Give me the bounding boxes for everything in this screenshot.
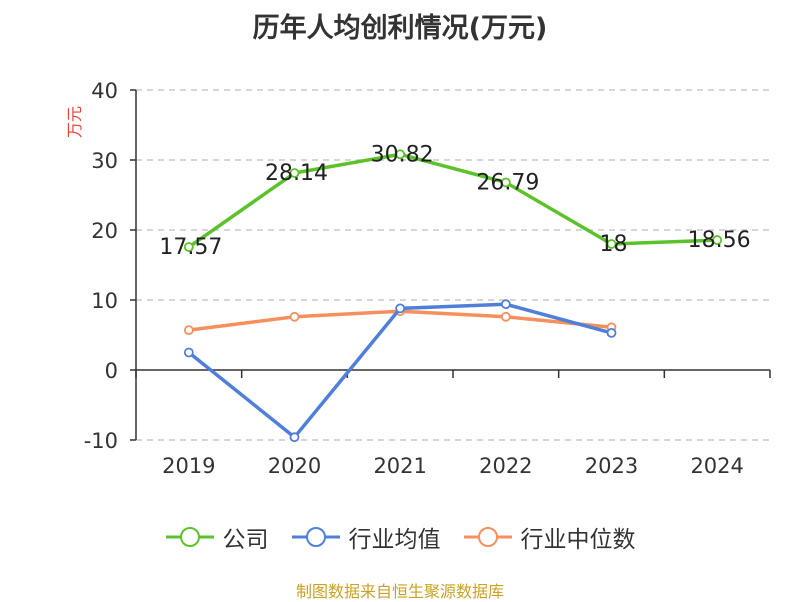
x-tick-label: 2019 [162, 454, 215, 478]
data-label: 30.82 [371, 142, 434, 167]
data-label: 18.56 [688, 228, 751, 253]
y-tick-label: 20 [91, 219, 118, 243]
series-lines [183, 149, 723, 443]
data-point[interactable] [289, 432, 300, 443]
legend-swatch [463, 527, 512, 547]
legend-swatch [291, 527, 340, 547]
y-tick-label: 40 [91, 79, 118, 103]
legend-label: 行业中位数 [520, 527, 636, 553]
data-label: 28.14 [265, 161, 328, 186]
data-point[interactable] [395, 303, 406, 314]
chart-title: 历年人均创利情况(万元) [252, 13, 548, 44]
series-line [187, 152, 718, 249]
legend-item[interactable]: 行业均值 [291, 520, 441, 554]
y-axis-unit-label: 万元 [65, 106, 84, 138]
y-tick-label: -10 [84, 429, 118, 453]
data-point[interactable] [500, 311, 511, 322]
data-point[interactable] [183, 242, 194, 252]
data-point[interactable] [606, 327, 617, 338]
data-point[interactable] [712, 235, 723, 245]
data-point[interactable] [606, 239, 617, 249]
data-label: 26.79 [476, 170, 539, 195]
data-label: 17.57 [159, 235, 222, 260]
data-labels: 17.57 28.14 30.82 26.79 18 18.56 [159, 142, 750, 260]
data-point[interactable] [183, 325, 194, 336]
y-tick-label: 30 [91, 149, 118, 173]
data-point[interactable] [395, 149, 406, 160]
y-tick-label: 0 [105, 359, 118, 383]
x-tick-label: 2024 [690, 454, 743, 478]
legend-item[interactable]: 行业中位数 [463, 520, 636, 554]
axes: -10 0 10 20 30 40 2019 2020 2021 2022 2023 2024 [84, 79, 771, 478]
data-point[interactable] [500, 177, 511, 188]
legend-label: 公司 [222, 527, 269, 553]
source-note: 制图数据来自恒生聚源数据库 [295, 582, 504, 601]
data-point[interactable] [500, 299, 511, 310]
grid-lines [136, 89, 770, 441]
data-point[interactable] [289, 168, 300, 178]
x-tick-label: 2022 [479, 454, 532, 478]
data-point[interactable] [183, 347, 194, 358]
legend-label: 行业均值 [348, 527, 441, 553]
legend-swatch [165, 527, 214, 547]
data-label: 18 [600, 232, 628, 257]
x-tick-label: 2020 [268, 454, 321, 478]
legend-item[interactable]: 公司 [165, 520, 269, 554]
data-point[interactable] [289, 311, 300, 322]
legend: 公司 行业均值 行业中位数 [0, 521, 800, 553]
x-tick-label: 2023 [585, 454, 638, 478]
y-tick-label: 10 [91, 289, 118, 313]
x-tick-label: 2021 [373, 454, 426, 478]
